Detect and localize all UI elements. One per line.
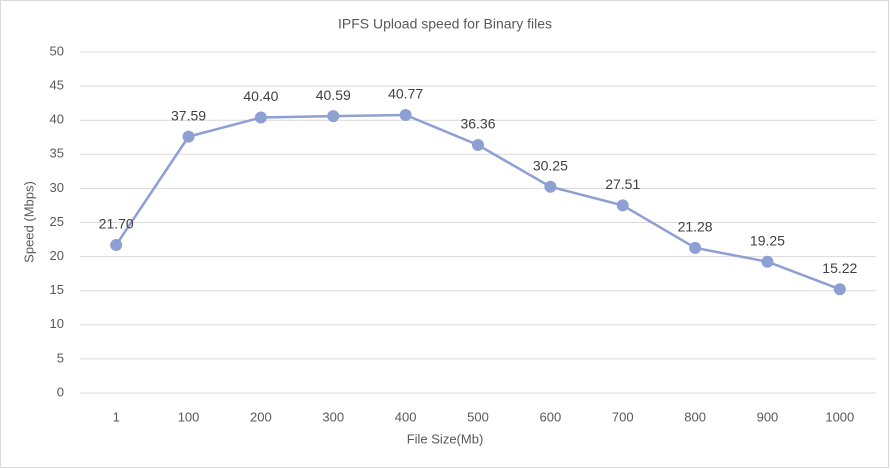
- chart-title: IPFS Upload speed for Binary files: [338, 16, 552, 32]
- data-point: [254, 111, 267, 124]
- x-tick-label: 900: [757, 409, 779, 424]
- data-point: [616, 199, 629, 212]
- data-label: 40.40: [243, 88, 278, 104]
- x-tick-label: 400: [395, 409, 417, 424]
- x-tick-label: 1000: [825, 409, 854, 424]
- data-label: 27.51: [605, 176, 640, 192]
- data-label: 40.59: [316, 87, 351, 103]
- x-tick-label: 700: [612, 409, 634, 424]
- y-tick-label: 35: [50, 146, 64, 161]
- data-label: 30.25: [533, 157, 568, 173]
- data-label: 40.77: [388, 86, 423, 102]
- x-tick-label: 100: [178, 409, 200, 424]
- data-label: 36.36: [460, 116, 495, 132]
- y-tick-label: 45: [50, 78, 64, 93]
- data-label: 21.28: [678, 219, 713, 235]
- x-tick-label: 500: [467, 409, 489, 424]
- y-tick-label: 25: [50, 214, 64, 229]
- data-point: [472, 139, 484, 152]
- y-tick-label: 20: [50, 248, 64, 263]
- data-point: [399, 108, 412, 121]
- y-tick-label: 0: [57, 384, 64, 399]
- data-point: [110, 239, 123, 252]
- data-point: [761, 255, 774, 268]
- x-tick-label: 200: [250, 409, 272, 424]
- data-point: [689, 241, 702, 254]
- x-tick-label: 300: [322, 409, 344, 424]
- y-tick-label: 50: [50, 43, 64, 58]
- x-axis-label: File Size(Mb): [407, 431, 484, 446]
- data-label: 21.70: [99, 216, 134, 232]
- y-tick-label: 30: [50, 180, 64, 195]
- y-tick-label: 10: [50, 316, 64, 331]
- x-tick-label: 600: [540, 409, 562, 424]
- data-label: 19.25: [750, 232, 785, 248]
- data-point: [544, 180, 557, 193]
- y-tick-label: 40: [50, 112, 64, 127]
- data-point: [327, 110, 340, 123]
- data-point: [833, 283, 846, 296]
- y-tick-label: 15: [50, 282, 64, 297]
- data-label: 37.59: [171, 107, 206, 123]
- x-tick-label: 800: [684, 409, 706, 424]
- data-label: 15.22: [822, 260, 857, 276]
- data-point: [182, 130, 195, 143]
- y-axis-label: Speed (Mbps): [21, 181, 36, 263]
- y-tick-label: 5: [57, 350, 64, 365]
- x-tick-label: 1: [113, 409, 120, 424]
